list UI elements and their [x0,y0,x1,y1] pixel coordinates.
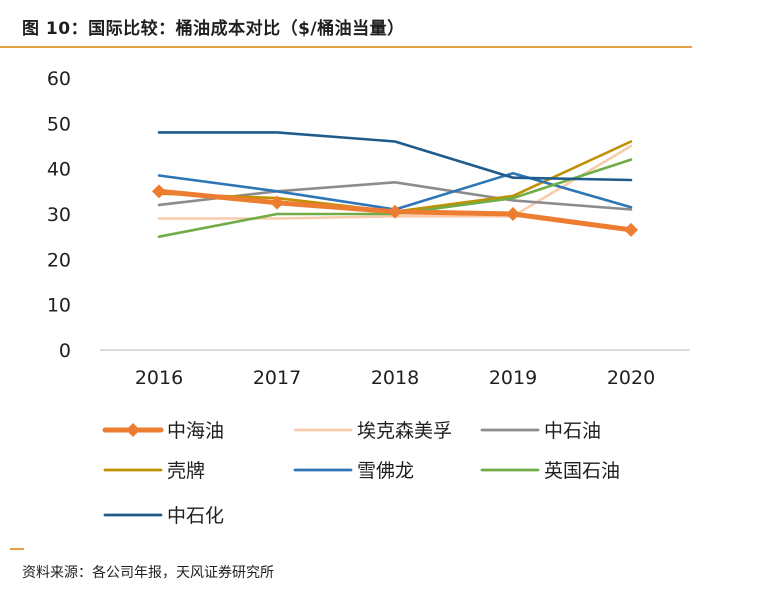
x-tick-label: 2018 [371,367,419,389]
y-tick-label: 0 [59,340,71,362]
legend-label: 中海油 [167,420,224,442]
y-tick-label: 40 [47,159,71,181]
y-tick-label: 30 [47,204,71,226]
legend-label: 埃克森美孚 [357,420,452,442]
x-axis-ticks: 2016 2017 2018 2019 2020 [135,367,655,389]
series-line [157,140,633,213]
legend-label: 雪佛龙 [357,460,414,482]
legend-label: 中石油 [544,420,601,442]
x-tick-label: 2017 [253,367,301,389]
series-marker [624,222,638,237]
series-marker [388,204,402,219]
x-tick-label: 2020 [607,367,655,389]
series-line [157,131,633,182]
chart-title: 图 10：国际比较：桶油成本对比（$/桶油当量） [22,19,405,39]
legend-marker [126,423,140,437]
y-axis-ticks: 0 10 20 30 40 50 60 [47,68,71,362]
series-layer [152,131,638,238]
legend-label: 英国石油 [544,460,620,482]
footer-rule [10,548,24,550]
y-tick-label: 20 [47,249,71,271]
title-rule [0,46,692,48]
source-note: 资料来源：各公司年报，天风证券研究所 [22,565,274,581]
legend-label: 中石化 [167,505,224,527]
x-tick-label: 2019 [489,367,537,389]
line-chart: 0 10 20 30 40 50 60 2016 2017 2018 2019 2020 中海油 埃克… [47,68,690,527]
legend-label: 壳牌 [167,460,205,482]
series-marker [270,195,284,210]
series-marker [152,184,166,199]
series-marker [506,207,520,221]
y-tick-label: 10 [47,295,71,317]
x-tick-label: 2016 [135,367,183,389]
y-tick-label: 50 [47,113,71,135]
y-tick-label: 60 [47,68,71,90]
